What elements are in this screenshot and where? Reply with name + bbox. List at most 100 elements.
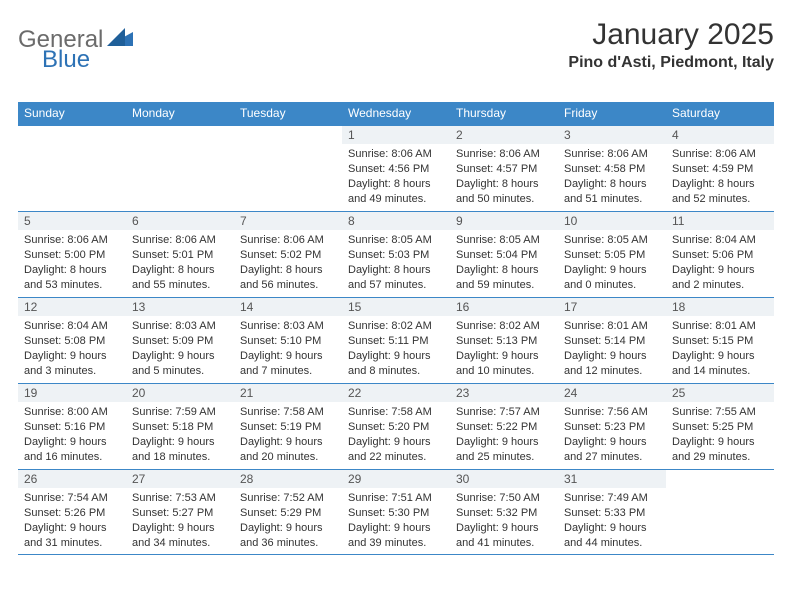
day-number: 5 [18,212,126,230]
sunset-line: Sunset: 4:59 PM [672,162,768,177]
sunrise-line: Sunrise: 8:06 AM [456,147,552,162]
sunset-line: Sunset: 5:30 PM [348,506,444,521]
daylight-line-1: Daylight: 9 hours [240,435,336,450]
calendar-cell: 7Sunrise: 8:06 AMSunset: 5:02 PMDaylight… [234,211,342,297]
sunset-line: Sunset: 4:56 PM [348,162,444,177]
month-year-title: January 2025 [568,18,774,52]
day-number: 11 [666,212,774,230]
sunset-line: Sunset: 5:16 PM [24,420,120,435]
brand-blue: Blue [42,46,90,73]
daylight-line-1: Daylight: 9 hours [240,521,336,536]
daylight-line-1: Daylight: 9 hours [24,349,120,364]
daylight-line-2: and 10 minutes. [456,364,552,379]
daylight-line-2: and 29 minutes. [672,450,768,465]
sunset-line: Sunset: 5:26 PM [24,506,120,521]
daylight-line-1: Daylight: 8 hours [132,263,228,278]
daylight-line-1: Daylight: 9 hours [564,521,660,536]
calendar-cell: 2Sunrise: 8:06 AMSunset: 4:57 PMDaylight… [450,125,558,211]
daylight-line-2: and 0 minutes. [564,278,660,293]
day-info: Sunrise: 8:01 AMSunset: 5:15 PMDaylight:… [666,316,774,380]
calendar-cell: 30Sunrise: 7:50 AMSunset: 5:32 PMDayligh… [450,469,558,555]
day-number: 27 [126,470,234,488]
daylight-line-2: and 16 minutes. [24,450,120,465]
daylight-line-2: and 31 minutes. [24,536,120,551]
calendar-cell: 4Sunrise: 8:06 AMSunset: 4:59 PMDaylight… [666,125,774,211]
weekday-header-cell: Monday [126,102,234,125]
calendar-cell [234,125,342,211]
calendar-cell: 31Sunrise: 7:49 AMSunset: 5:33 PMDayligh… [558,469,666,555]
day-number: 21 [234,384,342,402]
daylight-line-2: and 2 minutes. [672,278,768,293]
sunset-line: Sunset: 5:27 PM [132,506,228,521]
daylight-line-2: and 39 minutes. [348,536,444,551]
sunrise-line: Sunrise: 7:54 AM [24,491,120,506]
day-info: Sunrise: 8:05 AMSunset: 5:03 PMDaylight:… [342,230,450,294]
calendar-cell: 22Sunrise: 7:58 AMSunset: 5:20 PMDayligh… [342,383,450,469]
day-info: Sunrise: 7:57 AMSunset: 5:22 PMDaylight:… [450,402,558,466]
sunset-line: Sunset: 5:20 PM [348,420,444,435]
day-info: Sunrise: 8:00 AMSunset: 5:16 PMDaylight:… [18,402,126,466]
sunrise-line: Sunrise: 8:05 AM [348,233,444,248]
daylight-line-2: and 20 minutes. [240,450,336,465]
sunset-line: Sunset: 5:09 PM [132,334,228,349]
daylight-line-2: and 51 minutes. [564,192,660,207]
sunrise-line: Sunrise: 7:52 AM [240,491,336,506]
daylight-line-2: and 56 minutes. [240,278,336,293]
calendar-cell: 11Sunrise: 8:04 AMSunset: 5:06 PMDayligh… [666,211,774,297]
day-info: Sunrise: 8:03 AMSunset: 5:09 PMDaylight:… [126,316,234,380]
day-number: 18 [666,298,774,316]
day-info: Sunrise: 7:50 AMSunset: 5:32 PMDaylight:… [450,488,558,552]
day-number: 17 [558,298,666,316]
day-info: Sunrise: 8:02 AMSunset: 5:11 PMDaylight:… [342,316,450,380]
sunrise-line: Sunrise: 7:49 AM [564,491,660,506]
daylight-line-2: and 3 minutes. [24,364,120,379]
daylight-line-1: Daylight: 9 hours [672,435,768,450]
weekday-header: SundayMondayTuesdayWednesdayThursdayFrid… [18,102,774,125]
daylight-line-2: and 50 minutes. [456,192,552,207]
day-info: Sunrise: 8:01 AMSunset: 5:14 PMDaylight:… [558,316,666,380]
calendar-cell: 21Sunrise: 7:58 AMSunset: 5:19 PMDayligh… [234,383,342,469]
daylight-line-2: and 53 minutes. [24,278,120,293]
brand-mark-icon [107,26,133,51]
day-info: Sunrise: 8:06 AMSunset: 5:02 PMDaylight:… [234,230,342,294]
calendar-cell: 9Sunrise: 8:05 AMSunset: 5:04 PMDaylight… [450,211,558,297]
daylight-line-1: Daylight: 9 hours [564,349,660,364]
daylight-line-2: and 14 minutes. [672,364,768,379]
day-info: Sunrise: 7:58 AMSunset: 5:20 PMDaylight:… [342,402,450,466]
sunrise-line: Sunrise: 8:06 AM [672,147,768,162]
calendar-cell: 25Sunrise: 7:55 AMSunset: 5:25 PMDayligh… [666,383,774,469]
daylight-line-2: and 36 minutes. [240,536,336,551]
calendar-cell: 16Sunrise: 8:02 AMSunset: 5:13 PMDayligh… [450,297,558,383]
daylight-line-1: Daylight: 9 hours [348,435,444,450]
calendar-cell: 19Sunrise: 8:00 AMSunset: 5:16 PMDayligh… [18,383,126,469]
sunset-line: Sunset: 4:57 PM [456,162,552,177]
sunset-line: Sunset: 5:29 PM [240,506,336,521]
day-number: 30 [450,470,558,488]
daylight-line-1: Daylight: 9 hours [240,349,336,364]
day-info: Sunrise: 8:05 AMSunset: 5:04 PMDaylight:… [450,230,558,294]
daylight-line-2: and 18 minutes. [132,450,228,465]
daylight-line-1: Daylight: 9 hours [456,521,552,536]
calendar-cell: 15Sunrise: 8:02 AMSunset: 5:11 PMDayligh… [342,297,450,383]
sunrise-line: Sunrise: 7:58 AM [240,405,336,420]
sunset-line: Sunset: 5:05 PM [564,248,660,263]
day-info: Sunrise: 8:03 AMSunset: 5:10 PMDaylight:… [234,316,342,380]
day-info: Sunrise: 7:54 AMSunset: 5:26 PMDaylight:… [18,488,126,552]
calendar-cell: 20Sunrise: 7:59 AMSunset: 5:18 PMDayligh… [126,383,234,469]
daylight-line-1: Daylight: 9 hours [132,521,228,536]
sunrise-line: Sunrise: 8:06 AM [348,147,444,162]
calendar-cell: 3Sunrise: 8:06 AMSunset: 4:58 PMDaylight… [558,125,666,211]
daylight-line-2: and 8 minutes. [348,364,444,379]
day-number: 25 [666,384,774,402]
calendar-cell: 13Sunrise: 8:03 AMSunset: 5:09 PMDayligh… [126,297,234,383]
daylight-line-2: and 5 minutes. [132,364,228,379]
daylight-line-1: Daylight: 9 hours [132,435,228,450]
sunrise-line: Sunrise: 7:59 AM [132,405,228,420]
brand-blue-wrap: Blue [42,46,90,74]
daylight-line-1: Daylight: 9 hours [348,521,444,536]
sunset-line: Sunset: 5:06 PM [672,248,768,263]
daylight-line-2: and 12 minutes. [564,364,660,379]
sunrise-line: Sunrise: 8:05 AM [456,233,552,248]
day-number: 1 [342,126,450,144]
day-number: 20 [126,384,234,402]
